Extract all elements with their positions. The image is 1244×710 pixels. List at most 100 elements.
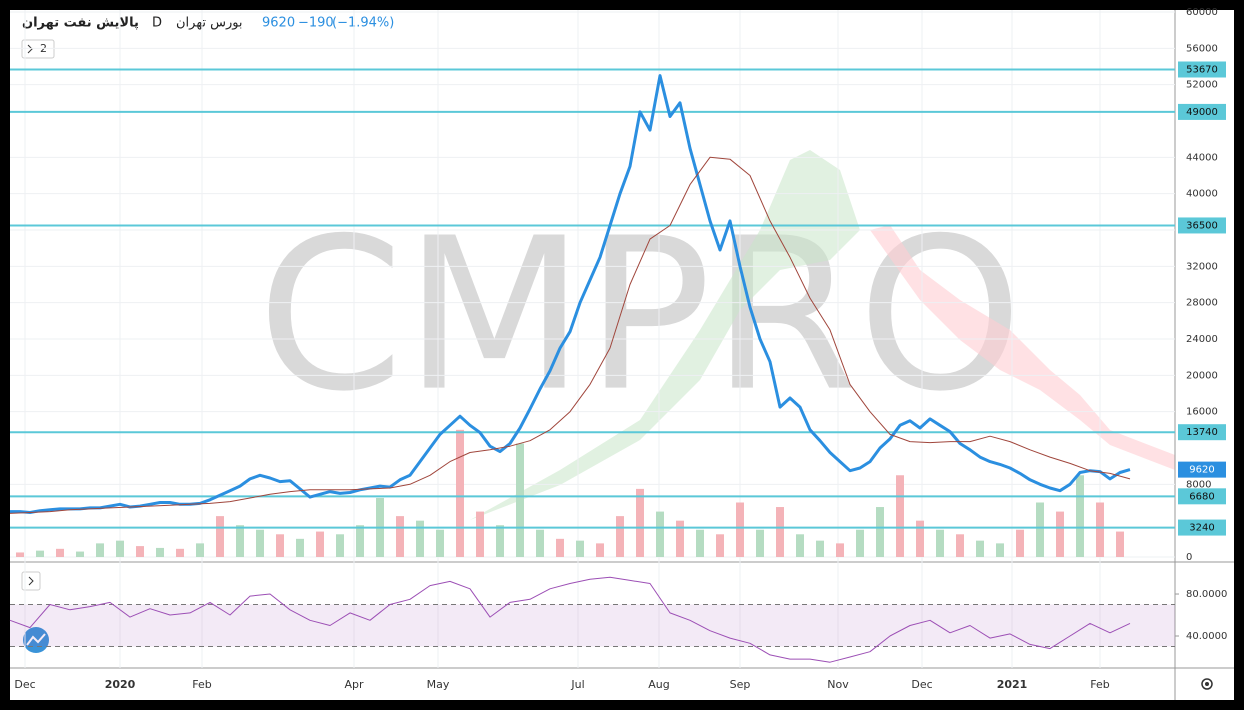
x-tick-label: Nov xyxy=(827,678,849,691)
volume-bar xyxy=(316,531,324,557)
x-tick-label: Sep xyxy=(730,678,751,691)
volume-bar xyxy=(816,540,824,557)
y-tick-label: 24000 xyxy=(1186,334,1218,345)
volume-bar xyxy=(296,538,304,557)
volume-bar xyxy=(496,525,504,557)
rsi-legend-toggle[interactable] xyxy=(21,571,41,591)
level-badge xyxy=(1178,488,1226,505)
volume-bar xyxy=(476,511,484,557)
volume-bar xyxy=(696,529,704,557)
volume-bar xyxy=(336,534,344,557)
volume-bar xyxy=(1016,529,1024,557)
volume-bar xyxy=(1036,502,1044,557)
watermark: CMPRO xyxy=(257,193,1023,438)
y-tick-label: 32000 xyxy=(1186,261,1218,272)
volume-bar xyxy=(876,507,884,557)
volume-bar xyxy=(136,546,144,557)
settings-gear[interactable] xyxy=(1201,678,1213,690)
y-tick-label: 28000 xyxy=(1186,298,1218,309)
volume-bar xyxy=(416,520,424,557)
x-tick-label: May xyxy=(427,678,450,691)
interval: D xyxy=(152,16,162,31)
volume-bar xyxy=(976,540,984,557)
volume-bar xyxy=(396,516,404,557)
x-tick-label: Apr xyxy=(344,678,364,691)
volume-bar xyxy=(936,529,944,557)
volume-bar xyxy=(1056,511,1064,557)
volume-bar xyxy=(516,443,524,557)
volume-bar xyxy=(256,529,264,557)
rsi-tick-label: 80.0000 xyxy=(1186,589,1227,600)
volume-bar xyxy=(576,540,584,557)
price-change: −190 xyxy=(298,16,334,31)
volume-bar xyxy=(236,525,244,557)
volume-bar xyxy=(76,551,84,557)
volume-bar xyxy=(776,507,784,557)
cloud-bearish xyxy=(870,225,1175,470)
level-label: 36500 xyxy=(1186,220,1218,231)
level-label: 53670 xyxy=(1186,64,1218,75)
volume-bar xyxy=(436,529,444,557)
volume-bar xyxy=(996,543,1004,557)
x-tick-label: 2020 xyxy=(105,678,136,691)
x-tick-label: 2021 xyxy=(997,678,1028,691)
exchange: بورس تهران xyxy=(176,16,243,31)
volume-bar xyxy=(356,525,364,557)
volume-bar xyxy=(16,552,24,557)
cloud-bullish xyxy=(470,150,860,520)
last-price: 9620 xyxy=(262,16,295,31)
y-tick-label: 60000 xyxy=(1186,7,1218,18)
volume-bar xyxy=(556,538,564,557)
chevron-icon xyxy=(27,44,33,54)
level-label: 3240 xyxy=(1189,523,1214,534)
y-tick-label: 56000 xyxy=(1186,43,1218,54)
volume-bar xyxy=(756,529,764,557)
level-badge xyxy=(1178,103,1226,120)
symbol-name: پالایش نفت تهران xyxy=(22,16,139,31)
last-price-label: 9620 xyxy=(1189,465,1214,476)
x-tick-label: Aug xyxy=(648,678,669,691)
volume-bar xyxy=(956,534,964,557)
x-tick-label: Dec xyxy=(14,678,35,691)
volume-bar xyxy=(1076,475,1084,557)
volume-bar xyxy=(56,548,64,557)
level-label: 13740 xyxy=(1186,427,1218,438)
y-tick-label: 52000 xyxy=(1186,80,1218,91)
volume-bar xyxy=(116,540,124,557)
level-badge xyxy=(1178,217,1226,234)
volume-bar xyxy=(916,520,924,557)
volume-bar xyxy=(216,516,224,557)
volume-bar xyxy=(36,550,44,557)
moving-average-line xyxy=(9,156,1131,514)
y-tick-label: 0 xyxy=(1186,552,1192,563)
level-badge xyxy=(1178,424,1226,441)
volume-bar xyxy=(96,543,104,557)
chevron-icon xyxy=(28,576,34,586)
y-tick-label: 20000 xyxy=(1186,370,1218,381)
volume-bar xyxy=(656,511,664,557)
y-tick-label: 40000 xyxy=(1186,189,1218,200)
volume-bar xyxy=(856,529,864,557)
volume-bar xyxy=(196,543,204,557)
volume-bar xyxy=(736,502,744,557)
rsi-line xyxy=(9,576,1131,663)
y-tick-label: 8000 xyxy=(1186,479,1211,490)
volume-bar xyxy=(156,547,164,557)
y-tick-label: 16000 xyxy=(1186,407,1218,418)
level-label: 49000 xyxy=(1186,107,1218,118)
volume-bar xyxy=(276,534,284,557)
y-tick-label: 44000 xyxy=(1186,152,1218,163)
rsi-band xyxy=(10,604,1175,647)
level-label: 6680 xyxy=(1189,491,1214,502)
volume-bar xyxy=(896,475,904,557)
volume-bar xyxy=(596,543,604,557)
volume-bar xyxy=(616,516,624,557)
legend-toggle[interactable] xyxy=(21,39,55,59)
price-change-percent: (−1.94%) xyxy=(332,16,394,31)
volume-bar xyxy=(1096,502,1104,557)
volume-bar xyxy=(676,520,684,557)
last-price-badge xyxy=(1178,461,1226,478)
volume-bar xyxy=(536,529,544,557)
x-tick-label: Jul xyxy=(570,678,584,691)
